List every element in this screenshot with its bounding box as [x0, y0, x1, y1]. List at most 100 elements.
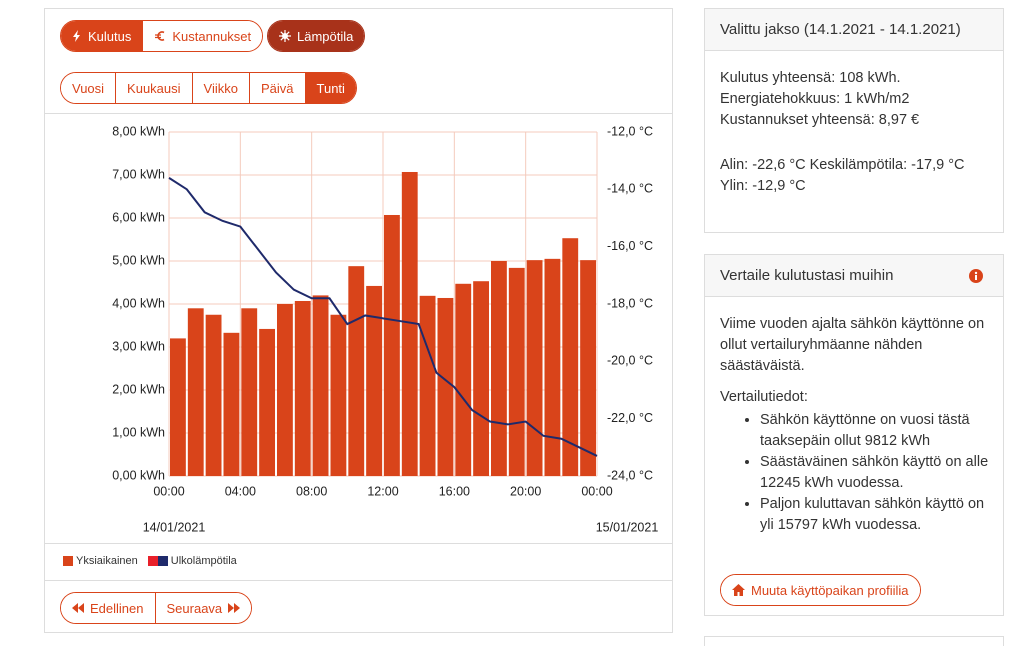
text: Energiatehokkuus: 1 kWh/m2	[720, 91, 910, 107]
list-item: Paljon kuluttavan sähkön käyttö on yli 1…	[760, 494, 991, 536]
legend-swatch	[63, 556, 73, 566]
bar	[384, 214, 400, 476]
legend-item[interactable]: Ulkolämpötila	[147, 555, 237, 567]
text: Kustannukset yhteensä: 8,97 €	[720, 112, 920, 128]
y-tick-label: 8,00 kWh	[112, 124, 165, 138]
list: Sähkön käyttönne on vuosi tästä taaksepä…	[720, 410, 991, 536]
profile-button[interactable]: Muuta käyttöpaikan profiilia	[720, 574, 921, 606]
bar	[508, 267, 525, 476]
bar	[170, 338, 186, 476]
compare-header: Vertaile kulutustasi muihin	[705, 255, 1003, 297]
bar	[259, 328, 275, 476]
x-tick-label: 12:00	[367, 484, 398, 498]
label: Lämpötila	[297, 28, 354, 44]
icon	[155, 31, 165, 41]
date-label: 15/01/2021	[596, 520, 659, 534]
compare-title: Vertaile kulutustasi muihin	[720, 267, 894, 284]
tab[interactable]: Kuukausi	[115, 73, 192, 103]
list-item: Säästäväinen sähkön käyttö on alle 12245…	[760, 452, 991, 494]
next-panel	[704, 636, 1004, 646]
label: Edellinen	[90, 600, 144, 616]
text: Vertailutiedot:	[720, 389, 808, 405]
summary-title: Valittu jakso (14.1.2021 - 14.1.2021)	[705, 9, 1003, 51]
line	[168, 177, 598, 457]
legend-label: Ulkolämpötila	[170, 555, 237, 567]
list-item: Sähkön käyttönne on vuosi tästä taaksepä…	[760, 410, 991, 452]
prev-button[interactable]: Edellinen	[61, 593, 155, 623]
legend-item[interactable]: Yksiaikainen	[63, 555, 138, 567]
bar	[473, 281, 489, 476]
bar	[330, 314, 347, 476]
bar	[526, 260, 543, 476]
legend-label: Yksiaikainen	[76, 555, 138, 567]
icon	[72, 603, 84, 613]
tab[interactable]: Päivä	[248, 73, 305, 103]
y-tick-label: 6,00 kWh	[112, 210, 165, 224]
label: Kustannukset	[172, 28, 252, 44]
y-tick-label: 7,00 kWh	[112, 167, 165, 181]
y-tick-label: 3,00 kWh	[112, 339, 165, 353]
icon	[228, 603, 241, 613]
text: Kulutus yhteensä: 108 kWh.	[720, 70, 901, 86]
bar	[437, 297, 454, 476]
y2-tick-label: -20,0 °C	[607, 354, 653, 368]
bar	[491, 261, 507, 476]
y2-tick-label: -14,0 °C	[607, 182, 653, 196]
nav-buttons: Edellinen Seuraava	[60, 592, 253, 624]
tab[interactable]: Kulutus	[61, 21, 143, 51]
text: Viime vuoden ajalta sähkön käyttönne on …	[720, 316, 985, 374]
bar	[277, 304, 293, 476]
text: Alin: -22,6 °C Keskilämpötila: -17,9 °C …	[720, 157, 965, 194]
label: Muuta käyttöpaikan profiilia	[751, 582, 909, 598]
chart: 0,00 kWh 1,00 kWh 2,00 kWh 3,00 kWh 4,00 kWh…	[112, 124, 659, 534]
y-tick-label: 4,00 kWh	[112, 296, 165, 310]
legend-swatch	[147, 556, 168, 566]
chart-panel: Kulutus Kustannukset Lämpötila Vuosi Kuuk…	[44, 8, 673, 633]
compare-body: Viime vuoden ajalta sähkön käyttönne on …	[720, 314, 991, 536]
y2-tick-label: -22,0 °C	[607, 411, 653, 425]
bar	[419, 295, 436, 476]
label: Kulutus	[88, 28, 132, 44]
bar	[187, 308, 204, 476]
y-tick-label: 1,00 kWh	[112, 425, 165, 439]
icon	[732, 584, 745, 596]
y2-tick-label: -12,0 °C	[607, 124, 653, 138]
tab[interactable]: Vuosi	[61, 73, 116, 103]
tab[interactable]: Viikko	[191, 73, 249, 103]
tab[interactable]: Kustannukset	[142, 21, 263, 51]
bar	[241, 308, 258, 476]
summary-panel: Valittu jakso (14.1.2021 - 14.1.2021) Ku…	[704, 8, 1004, 233]
y-tick-label: 2,00 kWh	[112, 382, 165, 396]
y2-tick-label: -18,0 °C	[607, 296, 653, 310]
bar	[455, 283, 472, 476]
info-icon[interactable]	[969, 269, 983, 283]
y-tick-label: 5,00 kWh	[112, 253, 165, 267]
button[interactable]: Muuta käyttöpaikan profiilia	[721, 575, 920, 605]
next-button[interactable]: Seuraava	[154, 593, 252, 623]
tab[interactable]: Lämpötila	[268, 21, 365, 51]
legend: Yksiaikainen Ulkolämpötila	[63, 555, 237, 567]
x-tick-label: 20:00	[510, 484, 541, 498]
tab[interactable]: Tunti	[304, 73, 356, 103]
label: Seuraava	[166, 600, 223, 616]
icon	[279, 30, 291, 42]
period-tabs: Vuosi Kuukausi Viikko Päivä Tunti	[60, 72, 357, 104]
bar	[223, 332, 240, 476]
bar	[401, 171, 418, 477]
bar	[366, 285, 382, 476]
x-tick-label: 04:00	[225, 484, 256, 498]
x-tick-label: 08:00	[296, 484, 327, 498]
icon	[73, 30, 80, 42]
date-label: 14/01/2021	[143, 520, 206, 534]
bar	[205, 314, 222, 476]
summary-body: Kulutus yhteensä: 108 kWh. Energiatehokk…	[720, 68, 991, 197]
bar	[562, 238, 579, 476]
bar	[348, 266, 365, 476]
y2-tick-label: -24,0 °C	[607, 468, 653, 482]
y-tick-label: 0,00 kWh	[112, 468, 165, 482]
x-tick-label: 00:00	[581, 484, 612, 498]
temp-tab-group: Lämpötila	[267, 20, 366, 52]
bar	[312, 295, 329, 476]
bar	[580, 260, 596, 476]
